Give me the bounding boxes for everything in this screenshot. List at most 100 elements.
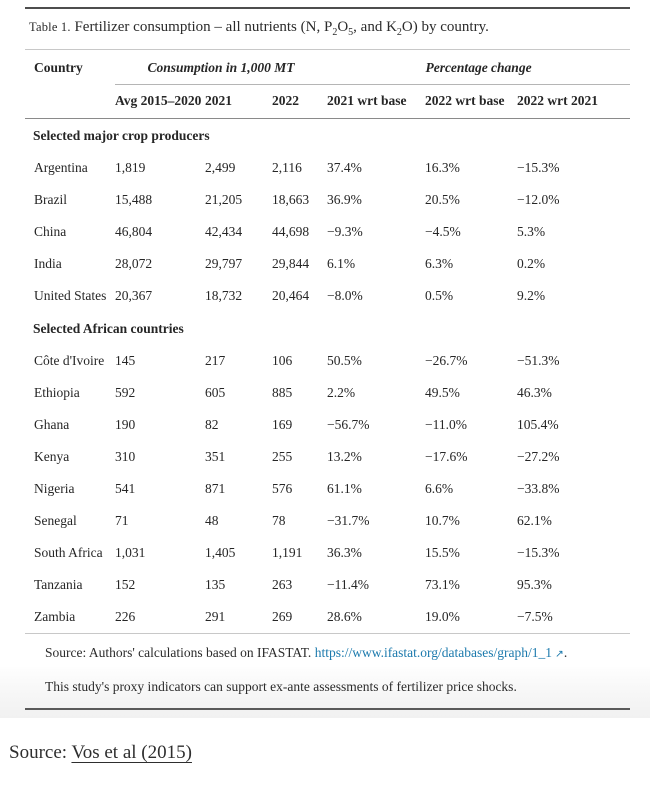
table-cell: 16.3% [425, 160, 460, 175]
table-caption-text: Fertilizer consumption – all nutrients (… [70, 19, 333, 35]
table-cell: −12.0% [517, 192, 560, 207]
table-cell: 6.6% [425, 481, 454, 496]
table-row: Argentina 1,819 2,499 2,116 37.4% 16.3% … [25, 152, 630, 184]
table-cell: 10.7% [425, 513, 460, 528]
column-group-consumption: Consumption in 1,000 MT [115, 50, 327, 85]
table-cell: −15.3% [517, 545, 560, 560]
table-cell: −4.5% [425, 224, 461, 239]
table-cell: 28.6% [327, 609, 362, 624]
column-header-2022-wrt-base: 2022 wrt base [425, 84, 517, 119]
table-cell: 73.1% [425, 577, 460, 592]
table-cell: 6.1% [327, 256, 356, 271]
table-cell: 605 [205, 385, 226, 400]
cell-country: South Africa [34, 545, 103, 560]
cell-country: Zambia [34, 609, 76, 624]
table-cell: 20,367 [115, 288, 153, 303]
table-cell: −7.5% [517, 609, 553, 624]
cell-country: Brazil [34, 192, 67, 207]
table-cell: −11.4% [327, 577, 369, 592]
fertilizer-consumption-table: Country Consumption in 1,000 MT Percenta… [25, 50, 631, 633]
table-cell: 49.5% [425, 385, 460, 400]
table-cell: 29,797 [205, 256, 243, 271]
page-source-line: Source: Vos et al (2015) [9, 742, 650, 764]
table-row: Nigeria 541 871 576 61.1% 6.6% −33.8% [25, 473, 630, 505]
table-cell: 310 [115, 449, 136, 464]
table-cell: 37.4% [327, 160, 362, 175]
table-row: Ethiopia 592 605 885 2.2% 49.5% 46.3% [25, 377, 630, 409]
table-row: Côte d'Ivoire 145 217 106 50.5% −26.7% −… [25, 345, 630, 377]
study-note: This study's proxy indicators can suppor… [45, 679, 517, 694]
table-cell: 145 [115, 353, 136, 368]
ifastat-link[interactable]: https://www.ifastat.org/databases/graph/… [314, 645, 553, 660]
header-sub-row: Avg 2015–2020 2021 2022 2021 wrt base 20… [25, 84, 631, 119]
source-note-period: . [563, 645, 568, 660]
table-cell: 29,844 [272, 256, 310, 271]
table-cell: −11.0% [425, 417, 467, 432]
table-1-card: Table 1. Fertilizer consumption – all nu… [0, 7, 650, 718]
table-top-rule [25, 7, 630, 9]
table-notes: Source: Authors' calculations based on I… [0, 634, 650, 718]
table-cell: 0.2% [517, 256, 546, 271]
table-cell: 351 [205, 449, 226, 464]
table-cell: −31.7% [327, 513, 370, 528]
table-cell: 1,191 [272, 545, 303, 560]
cell-country: Kenya [34, 449, 70, 464]
cell-country: United States [34, 288, 107, 303]
table-cell: 1,819 [115, 160, 146, 175]
table-cell: 44,698 [272, 224, 310, 239]
table-cell: 36.9% [327, 192, 362, 207]
table-cell: 13.2% [327, 449, 362, 464]
table-row: South Africa 1,031 1,405 1,191 36.3% 15.… [25, 537, 630, 569]
table-cell: 48 [205, 513, 219, 528]
footer-band: This study's proxy indicators can suppor… [0, 667, 650, 718]
table-bottom-divider [25, 633, 630, 634]
caption-divider [25, 49, 630, 50]
table-cell: 18,663 [272, 192, 310, 207]
table-cell: 291 [205, 609, 226, 624]
table-row: Tanzania 152 135 263 −11.4% 73.1% 95.3% [25, 569, 630, 601]
column-header-2021: 2021 [205, 84, 272, 119]
table-cell: 2,499 [205, 160, 236, 175]
table-cell: 871 [205, 481, 226, 496]
table-cell: 2.2% [327, 385, 356, 400]
table-row: Brazil 15,488 21,205 18,663 36.9% 20.5% … [25, 184, 630, 216]
table-cell: −15.3% [517, 160, 560, 175]
section-header-major-crop-producers: Selected major crop producers [33, 128, 210, 143]
table-cell: 592 [115, 385, 136, 400]
table-cell: 15.5% [425, 545, 460, 560]
table-cell: 135 [205, 577, 226, 592]
table-cell: 78 [272, 513, 286, 528]
table-cell: 190 [115, 417, 136, 432]
table-cell: 263 [272, 577, 293, 592]
table-cell: 82 [205, 417, 219, 432]
table-row: United States 20,367 18,732 20,464 −8.0%… [25, 280, 630, 312]
caption-subscript: 2 [332, 27, 338, 38]
table-cell: 42,434 [205, 224, 243, 239]
cell-country: Tanzania [34, 577, 83, 592]
vos-et-al-link[interactable]: Vos et al (2015) [71, 742, 192, 763]
table-cell: −27.2% [517, 449, 560, 464]
source-note: Source: Authors' calculations based on I… [25, 634, 630, 667]
table-cell: 28,072 [115, 256, 153, 271]
section-header-african-countries: Selected African countries [33, 321, 184, 336]
table-cell: −51.3% [517, 353, 560, 368]
table-row: Zambia 226 291 269 28.6% 19.0% −7.5% [25, 601, 630, 633]
table-cell: 269 [272, 609, 293, 624]
table-cell: 1,405 [205, 545, 236, 560]
caption-subscript: 2 [396, 27, 402, 38]
table-cell: 5.3% [517, 224, 546, 239]
column-group-percentage: Percentage change [327, 50, 631, 85]
header-group-row: Country Consumption in 1,000 MT Percenta… [25, 50, 631, 85]
table-caption-label: Table 1. [29, 20, 71, 34]
page-source-prefix: Source: [9, 742, 72, 763]
table-cell: 36.3% [327, 545, 362, 560]
cell-country: Argentina [34, 160, 88, 175]
cell-country: Côte d'Ivoire [34, 353, 105, 368]
table-cell: 1,031 [115, 545, 146, 560]
table-cell: 20.5% [425, 192, 460, 207]
table-row: Ghana 190 82 169 −56.7% −11.0% 105.4% [25, 409, 630, 441]
table-cell: 71 [115, 513, 129, 528]
table-cell: 50.5% [327, 353, 362, 368]
table-cell: 152 [115, 577, 136, 592]
table-cell: −26.7% [425, 353, 468, 368]
